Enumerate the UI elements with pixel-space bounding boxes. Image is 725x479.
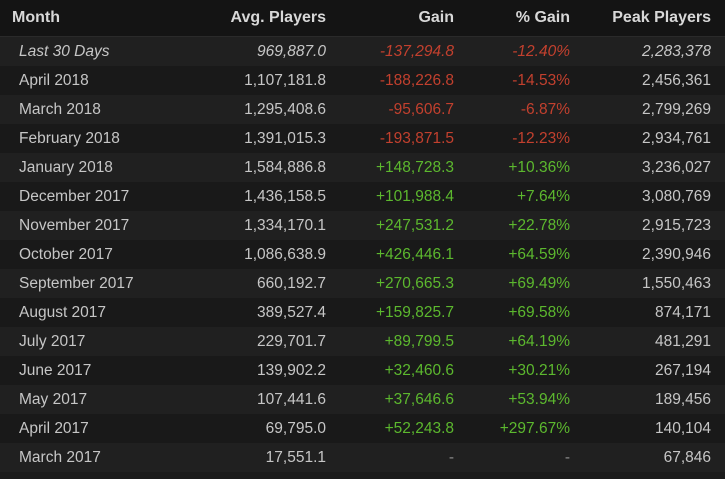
avg-players-cell: 107,441.6 [190,385,340,414]
header-avg-players[interactable]: Avg. Players [190,0,340,37]
month-cell: June 2017 [0,356,190,385]
month-cell: September 2017 [0,269,190,298]
month-cell: August 2017 [0,298,190,327]
peak-players-cell: 874,171 [584,298,725,327]
table-row: November 2017 1,334,170.1 +247,531.2 +22.78… [0,211,725,240]
avg-players-cell: 969,887.0 [190,36,340,66]
peak-players-cell: 2,283,378 [584,36,725,66]
month-cell: October 2017 [0,240,190,269]
month-cell: July 2017 [0,327,190,356]
percent-gain-cell: +69.49% [468,269,584,298]
percent-gain-cell: +30.21% [468,356,584,385]
avg-players-cell: 69,795.0 [190,414,340,443]
percent-gain-cell: -12.40% [468,36,584,66]
gain-cell: +101,988.4 [340,182,468,211]
avg-players-cell: 1,334,170.1 [190,211,340,240]
percent-gain-cell: -14.53% [468,66,584,95]
avg-players-cell: 660,192.7 [190,269,340,298]
table-row: March 2017 17,551.1- -67,846 [0,443,725,472]
table-row: May 2017 107,441.6 +37,646.6 +53.94% 189,456 [0,385,725,414]
gain-cell: +89,799.5 [340,327,468,356]
peak-players-cell: 1,550,463 [584,269,725,298]
percent-gain-cell: -12.23% [468,124,584,153]
month-cell: April 2017 [0,414,190,443]
gain-cell: +37,646.6 [340,385,468,414]
peak-players-cell: 2,456,361 [584,66,725,95]
gain-cell: -95,606.7 [340,95,468,124]
table-row: August 2017 389,527.4 +159,825.7 +69.58% 874… [0,298,725,327]
avg-players-cell: 1,295,408.6 [190,95,340,124]
gain-cell: -137,294.8 [340,36,468,66]
month-cell: November 2017 [0,211,190,240]
peak-players-cell: 3,236,027 [584,153,725,182]
table-row: January 2018 1,584,886.8 +148,728.3 +10.36%… [0,153,725,182]
peak-players-cell: 2,934,761 [584,124,725,153]
month-cell: Last 30 Days [0,36,190,66]
month-cell: May 2017 [0,385,190,414]
table-row: Last 30 Days 969,887.0 -137,294.8 -12.40% 2,… [0,36,725,66]
peak-players-cell: 2,390,946 [584,240,725,269]
avg-players-cell: 389,527.4 [190,298,340,327]
gain-cell: +52,243.8 [340,414,468,443]
percent-gain-cell: +7.64% [468,182,584,211]
avg-players-cell: 229,701.7 [190,327,340,356]
table-row: December 2017 1,436,158.5 +101,988.4 +7.64%… [0,182,725,211]
header-month[interactable]: Month [0,0,190,37]
table-row: September 2017 660,192.7 +270,665.3 +69.49%… [0,269,725,298]
percent-gain-cell: +10.36% [468,153,584,182]
month-cell: December 2017 [0,182,190,211]
month-cell: February 2018 [0,124,190,153]
peak-players-cell: 3,080,769 [584,182,725,211]
table-row: April 2017 69,795.0 +52,243.8 +297.67% 140,1… [0,414,725,443]
gain-cell: +159,825.7 [340,298,468,327]
percent-gain-cell: +64.19% [468,327,584,356]
peak-players-cell: 67,846 [584,443,725,472]
peak-players-cell: 189,456 [584,385,725,414]
percent-gain-cell: - [468,443,584,472]
table-row: June 2017 139,902.2 +32,460.6 +30.21% 267,19… [0,356,725,385]
table-row: February 2018 1,391,015.3 -193,871.5 -12.23… [0,124,725,153]
percent-gain-cell: +69.58% [468,298,584,327]
month-cell: April 2018 [0,66,190,95]
percent-gain-cell: +64.59% [468,240,584,269]
percent-gain-cell: +297.67% [468,414,584,443]
peak-players-cell: 481,291 [584,327,725,356]
percent-gain-cell: -6.87% [468,95,584,124]
gain-cell: -193,871.5 [340,124,468,153]
gain-cell: -188,226.8 [340,66,468,95]
table-row: October 2017 1,086,638.9 +426,446.1 +64.59%… [0,240,725,269]
gain-cell: +247,531.2 [340,211,468,240]
header-row: Month Avg. Players Gain % Gain Peak Play… [0,0,725,37]
gain-cell: +426,446.1 [340,240,468,269]
gain-cell: - [340,443,468,472]
month-cell: March 2017 [0,443,190,472]
avg-players-cell: 1,086,638.9 [190,240,340,269]
gain-cell: +270,665.3 [340,269,468,298]
peak-players-cell: 140,104 [584,414,725,443]
header-gain[interactable]: Gain [340,0,468,37]
avg-players-cell: 1,584,886.8 [190,153,340,182]
peak-players-cell: 2,799,269 [584,95,725,124]
table-row: March 2018 1,295,408.6 -95,606.7 -6.87% 2,79… [0,95,725,124]
peak-players-cell: 2,915,723 [584,211,725,240]
month-cell: January 2018 [0,153,190,182]
avg-players-cell: 1,391,015.3 [190,124,340,153]
header-peak-players[interactable]: Peak Players [584,0,725,37]
gain-cell: +32,460.6 [340,356,468,385]
table-row: April 2018 1,107,181.8 -188,226.8 -14.53% 2,… [0,66,725,95]
avg-players-cell: 1,436,158.5 [190,182,340,211]
avg-players-cell: 139,902.2 [190,356,340,385]
peak-players-cell: 267,194 [584,356,725,385]
table-row: July 2017 229,701.7 +89,799.5 +64.19% 481,29… [0,327,725,356]
avg-players-cell: 17,551.1 [190,443,340,472]
month-cell: March 2018 [0,95,190,124]
avg-players-cell: 1,107,181.8 [190,66,340,95]
percent-gain-cell: +53.94% [468,385,584,414]
gain-cell: +148,728.3 [340,153,468,182]
percent-gain-cell: +22.78% [468,211,584,240]
header-percent-gain[interactable]: % Gain [468,0,584,37]
